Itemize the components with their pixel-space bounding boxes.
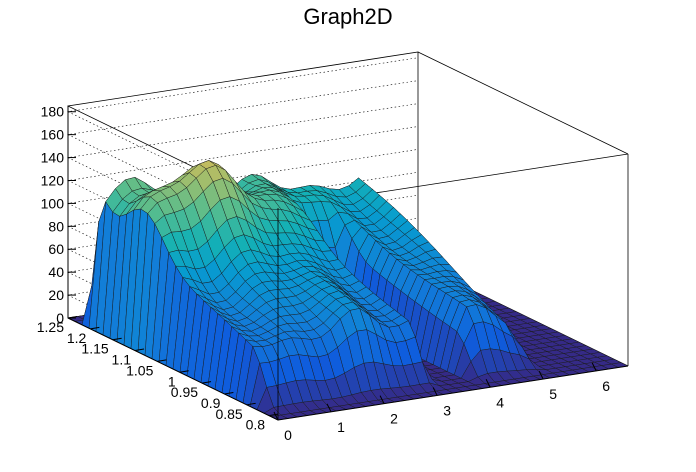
front-axis-edges <box>67 106 629 421</box>
x-tick <box>538 370 544 380</box>
x-tick-label: 6 <box>602 378 610 394</box>
y-tick-label: 0.85 <box>215 406 242 422</box>
x-tick-label: 0 <box>284 427 292 443</box>
x-tick-label: 1 <box>337 419 345 435</box>
y-axis-line <box>67 317 279 421</box>
surface-mesh <box>67 160 629 421</box>
y-tick <box>112 337 122 341</box>
z-tick-label: 140 <box>41 150 65 166</box>
x-tick <box>432 387 438 396</box>
y-tick-label: 1.2 <box>67 330 87 346</box>
y-tick-label: 0.9 <box>201 395 221 411</box>
z-tick-label: 180 <box>41 104 65 120</box>
y-tick <box>179 370 189 373</box>
x-tick <box>591 362 597 372</box>
y-tick-label: 1.25 <box>37 319 64 335</box>
x-axis-line <box>277 365 629 421</box>
y-tick <box>134 348 145 352</box>
y-tick-label: 0.8 <box>246 417 266 433</box>
x-tick-label: 4 <box>496 394 504 410</box>
z-tick-label: 0 <box>56 310 64 326</box>
z-tick-label: 80 <box>48 218 64 234</box>
x-tick-label: 2 <box>390 411 398 427</box>
x-tick-label: 3 <box>443 402 451 418</box>
y-tick-label: 1 <box>168 373 176 389</box>
x-tick <box>485 379 491 388</box>
y-tick <box>157 359 167 362</box>
z-tick-label: 100 <box>41 195 65 211</box>
z-tick-label: 120 <box>41 172 65 188</box>
x-tick-label: 5 <box>549 386 557 402</box>
z-tick-label: 20 <box>48 287 64 303</box>
y-tick <box>268 413 279 417</box>
x-tick <box>273 411 279 421</box>
axis-ticks: 01234560.80.850.90.9511.051.11.151.21.25… <box>37 104 611 443</box>
y-tick <box>201 381 212 384</box>
y-tick-label: 1.05 <box>126 362 153 378</box>
x-tick <box>326 403 332 413</box>
z-tick-label: 40 <box>48 264 64 280</box>
y-tick-label: 0.95 <box>171 384 198 400</box>
z-tick-label: 60 <box>48 241 64 257</box>
y-tick <box>90 326 100 330</box>
z-tick-label: 160 <box>41 127 65 143</box>
x-tick <box>379 395 385 404</box>
y-tick-label: 1.1 <box>112 352 132 368</box>
right-top-edge <box>417 51 629 155</box>
chart-title: Graph2D <box>303 4 393 29</box>
y-tick <box>246 402 256 406</box>
y-tick-label: 1.15 <box>81 341 108 357</box>
y-tick <box>224 391 234 395</box>
